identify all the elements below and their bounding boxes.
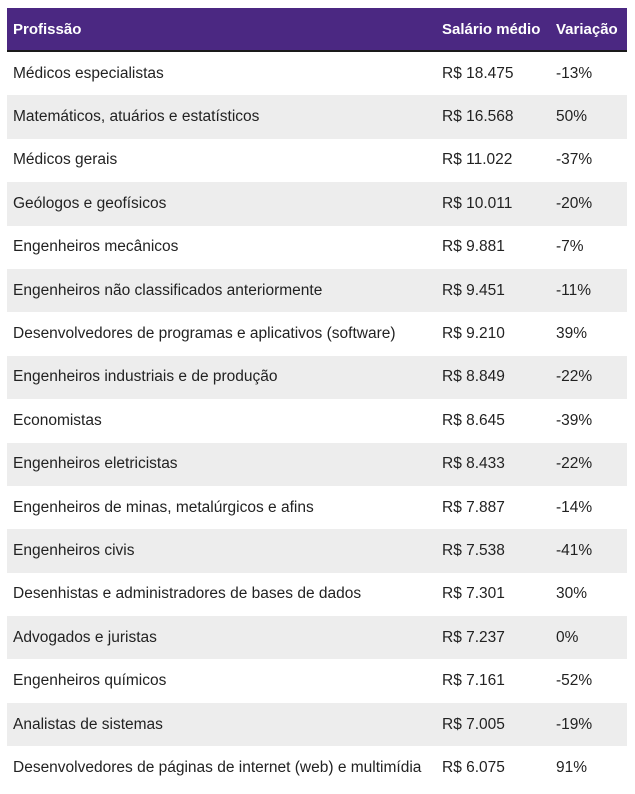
cell-salario: R$ 11.022 xyxy=(442,151,513,169)
cell-variacao: -20% xyxy=(556,194,593,212)
table-row: Engenheiros não classificados anteriorme… xyxy=(7,268,627,313)
table-row: Engenheiros de minas, metalúrgicos e afi… xyxy=(7,485,627,530)
table-header: Profissão Salário médio Variação xyxy=(7,8,627,52)
cell-profissao: Engenheiros químicos xyxy=(13,672,167,690)
cell-salario: R$ 8.645 xyxy=(442,411,505,429)
cell-variacao: -22% xyxy=(556,455,593,473)
table-row: Advogados e juristas R$ 7.237 0% xyxy=(7,616,627,660)
table-row: Matemáticos, atuários e estatísticos R$ 1… xyxy=(7,95,627,139)
cell-profissao: Geólogos e geofísicos xyxy=(13,194,167,212)
cell-profissao: Engenheiros mecânicos xyxy=(13,238,179,256)
cell-variacao: 91% xyxy=(556,758,588,776)
cell-variacao: 50% xyxy=(556,108,588,126)
cell-profissao: Analistas de sistemas xyxy=(13,715,163,733)
cell-profissao: Engenheiros industriais e de produção xyxy=(13,368,278,386)
cell-variacao: -13% xyxy=(556,64,593,82)
cell-salario: R$ 7.237 xyxy=(442,628,505,646)
cell-profissao: Desenvolvedores de páginas de internet (… xyxy=(13,758,422,776)
cell-variacao: 0% xyxy=(556,628,579,646)
header-variacao[interactable]: Variação xyxy=(556,20,618,38)
cell-profissao: Desenvolvedores de programas e aplicativ… xyxy=(13,325,396,343)
table-row: Engenheiros químicos R$ 7.161 -52% xyxy=(7,659,627,703)
cell-salario: R$ 16.568 xyxy=(442,108,514,126)
cell-salario: R$ 9.210 xyxy=(442,325,505,343)
cell-profissao: Médicos gerais xyxy=(13,151,118,169)
cell-profissao: Advogados e juristas xyxy=(13,628,157,646)
cell-variacao: 30% xyxy=(556,585,588,603)
header-profissao[interactable]: Profissão xyxy=(13,20,82,38)
table-body: Médicos especialistas R$ 18.475 -13% Matemá… xyxy=(7,52,627,790)
cell-variacao: -41% xyxy=(556,541,593,559)
table-row: Engenheiros civis R$ 7.538 -41% xyxy=(7,529,627,573)
cell-salario: R$ 18.475 xyxy=(442,64,514,82)
cell-profissao: Engenheiros civis xyxy=(13,541,135,559)
table-row: Médicos especialistas R$ 18.475 -13% xyxy=(7,52,627,96)
cell-profissao: Economistas xyxy=(13,411,102,429)
table-row: Analistas de sistemas R$ 7.005 -19% xyxy=(7,702,627,747)
table-row: Economistas R$ 8.645 -39% xyxy=(7,399,627,443)
cell-salario: R$ 7.005 xyxy=(442,715,505,733)
cell-salario: R$ 6.075 xyxy=(442,758,505,776)
cell-salario: R$ 7.301 xyxy=(442,585,505,603)
cell-variacao: -52% xyxy=(556,672,593,690)
cell-profissao: Engenheiros não classificados anteriorme… xyxy=(13,281,323,299)
cell-variacao: -14% xyxy=(556,498,593,516)
cell-salario: R$ 9.881 xyxy=(442,238,505,256)
header-salario[interactable]: Salário médio xyxy=(442,20,541,38)
cell-profissao: Matemáticos, atuários e estatísticos xyxy=(13,108,260,126)
cell-salario: R$ 9.451 xyxy=(442,281,505,299)
cell-variacao: -19% xyxy=(556,715,593,733)
table-row: Desenvolvedores de programas e aplicativ… xyxy=(7,312,627,356)
cell-salario: R$ 8.433 xyxy=(442,455,505,473)
cell-variacao: -7% xyxy=(556,238,584,256)
cell-profissao: Engenheiros eletricistas xyxy=(13,455,178,473)
cell-salario: R$ 8.849 xyxy=(442,368,505,386)
cell-profissao: Médicos especialistas xyxy=(13,64,164,82)
table-row: Engenheiros mecânicos R$ 9.881 -7% xyxy=(7,225,627,269)
cell-salario: R$ 10.011 xyxy=(442,194,513,212)
cell-variacao: -37% xyxy=(556,151,593,169)
table-row: Geólogos e geofísicos R$ 10.011 -20% xyxy=(7,182,627,226)
cell-variacao: -39% xyxy=(556,411,593,429)
salary-table: Profissão Salário médio Variação Médicos… xyxy=(7,8,627,790)
table-row: Engenheiros eletricistas R$ 8.433 -22% xyxy=(7,442,627,486)
cell-variacao: 39% xyxy=(556,325,588,343)
table-row: Desenvolvedores de páginas de internet (… xyxy=(7,746,627,790)
table-row: Desenhistas e administradores de bases d… xyxy=(7,572,627,617)
table-row: Médicos gerais R$ 11.022 -37% xyxy=(7,138,627,183)
table-row: Engenheiros industriais e de produção R$ … xyxy=(7,355,627,400)
cell-salario: R$ 7.161 xyxy=(442,672,505,690)
cell-profissao: Engenheiros de minas, metalúrgicos e afi… xyxy=(13,498,314,516)
cell-profissao: Desenhistas e administradores de bases d… xyxy=(13,585,362,603)
cell-salario: R$ 7.887 xyxy=(442,498,505,516)
cell-variacao: -22% xyxy=(556,368,593,386)
cell-salario: R$ 7.538 xyxy=(442,541,505,559)
cell-variacao: -11% xyxy=(556,281,592,299)
